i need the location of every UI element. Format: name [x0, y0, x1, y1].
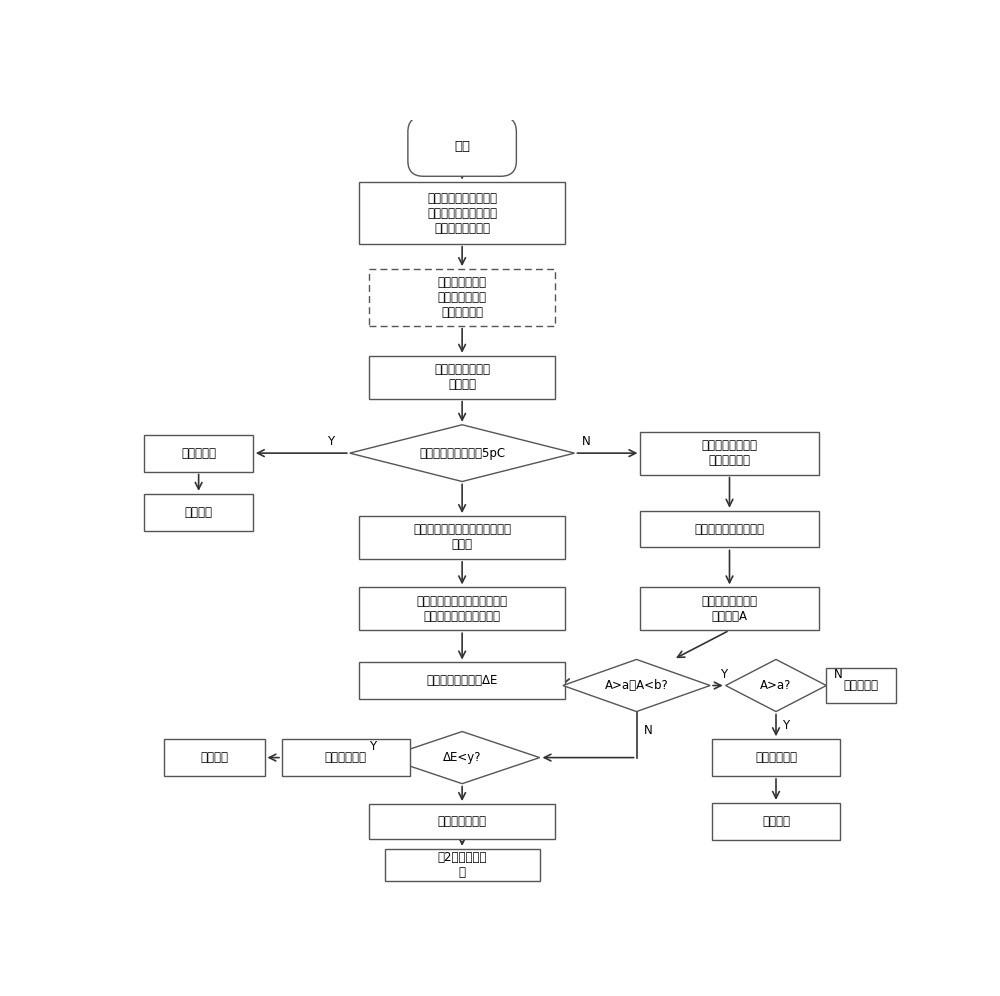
Text: N: N — [834, 667, 842, 680]
Text: 局部放电量是否超过5pC: 局部放电量是否超过5pC — [419, 446, 505, 459]
FancyBboxPatch shape — [144, 434, 253, 471]
FancyBboxPatch shape — [712, 803, 840, 840]
Text: N: N — [582, 435, 590, 448]
Polygon shape — [385, 731, 540, 784]
Text: N: N — [644, 724, 652, 737]
Text: 每2年做一次检
查: 每2年做一次检 查 — [437, 851, 487, 878]
Text: 建议更换: 建议更换 — [200, 751, 228, 764]
FancyBboxPatch shape — [359, 662, 565, 699]
Polygon shape — [350, 424, 574, 481]
Text: ΔE<y?: ΔE<y? — [443, 751, 481, 764]
FancyBboxPatch shape — [640, 431, 819, 475]
Text: 未出现老化: 未出现老化 — [844, 679, 879, 692]
FancyBboxPatch shape — [369, 804, 555, 839]
Text: A>a或A<b?: A>a或A<b? — [605, 679, 668, 692]
Text: 计算活化能变化量ΔE: 计算活化能变化量ΔE — [426, 674, 498, 687]
Polygon shape — [726, 659, 826, 711]
Text: Y: Y — [721, 667, 728, 680]
FancyBboxPatch shape — [282, 739, 410, 776]
Text: 测量第三电缆样品人工老化处
理后交联聚乙烯的活化能: 测量第三电缆样品人工老化处 理后交联聚乙烯的活化能 — [417, 595, 508, 622]
FancyBboxPatch shape — [164, 739, 264, 776]
Text: 三阶指数衰减函数拟合: 三阶指数衰减函数拟合 — [694, 523, 765, 536]
Text: 第一电缆样品、
第二电缆样品和
第三电缆样品: 第一电缆样品、 第二电缆样品和 第三电缆样品 — [438, 276, 487, 319]
FancyBboxPatch shape — [385, 849, 540, 881]
Text: 测量第二电缆样品
等温松弛电流: 测量第二电缆样品 等温松弛电流 — [702, 439, 758, 467]
Text: Y: Y — [369, 740, 377, 753]
Text: 老化程度严重: 老化程度严重 — [325, 751, 367, 764]
Text: 开始: 开始 — [454, 139, 470, 152]
Text: Y: Y — [327, 435, 334, 448]
Text: Y: Y — [782, 719, 789, 732]
FancyBboxPatch shape — [826, 668, 896, 703]
FancyBboxPatch shape — [359, 182, 565, 244]
FancyBboxPatch shape — [359, 588, 565, 630]
Text: 建议更换: 建议更换 — [185, 506, 213, 519]
FancyBboxPatch shape — [144, 494, 253, 531]
Text: 已老化但未严重: 已老化但未严重 — [438, 815, 487, 828]
Text: 测量第三电缆样品交联聚乙烯的
活化能: 测量第三电缆样品交联聚乙烯的 活化能 — [413, 524, 511, 552]
Text: A>a?: A>a? — [760, 679, 792, 692]
Polygon shape — [563, 659, 710, 711]
FancyBboxPatch shape — [369, 269, 555, 326]
FancyBboxPatch shape — [369, 356, 555, 398]
Text: 从被测电缆中获取第一
电缆样品、第二电缆样
品和第三电缆样品: 从被测电缆中获取第一 电缆样品、第二电缆样 品和第三电缆样品 — [427, 191, 497, 235]
Text: 建议更换: 建议更换 — [762, 815, 790, 828]
FancyBboxPatch shape — [640, 511, 819, 548]
FancyBboxPatch shape — [712, 739, 840, 776]
Text: 已老化严重: 已老化严重 — [181, 446, 216, 459]
Text: 计算第二电缆样品
老化因子A: 计算第二电缆样品 老化因子A — [702, 595, 758, 622]
Text: 第一电缆样品局部
放电处理: 第一电缆样品局部 放电处理 — [434, 364, 490, 391]
FancyBboxPatch shape — [359, 516, 565, 559]
FancyBboxPatch shape — [408, 117, 516, 176]
FancyBboxPatch shape — [640, 588, 819, 630]
Text: 老化程度严重: 老化程度严重 — [755, 751, 797, 764]
